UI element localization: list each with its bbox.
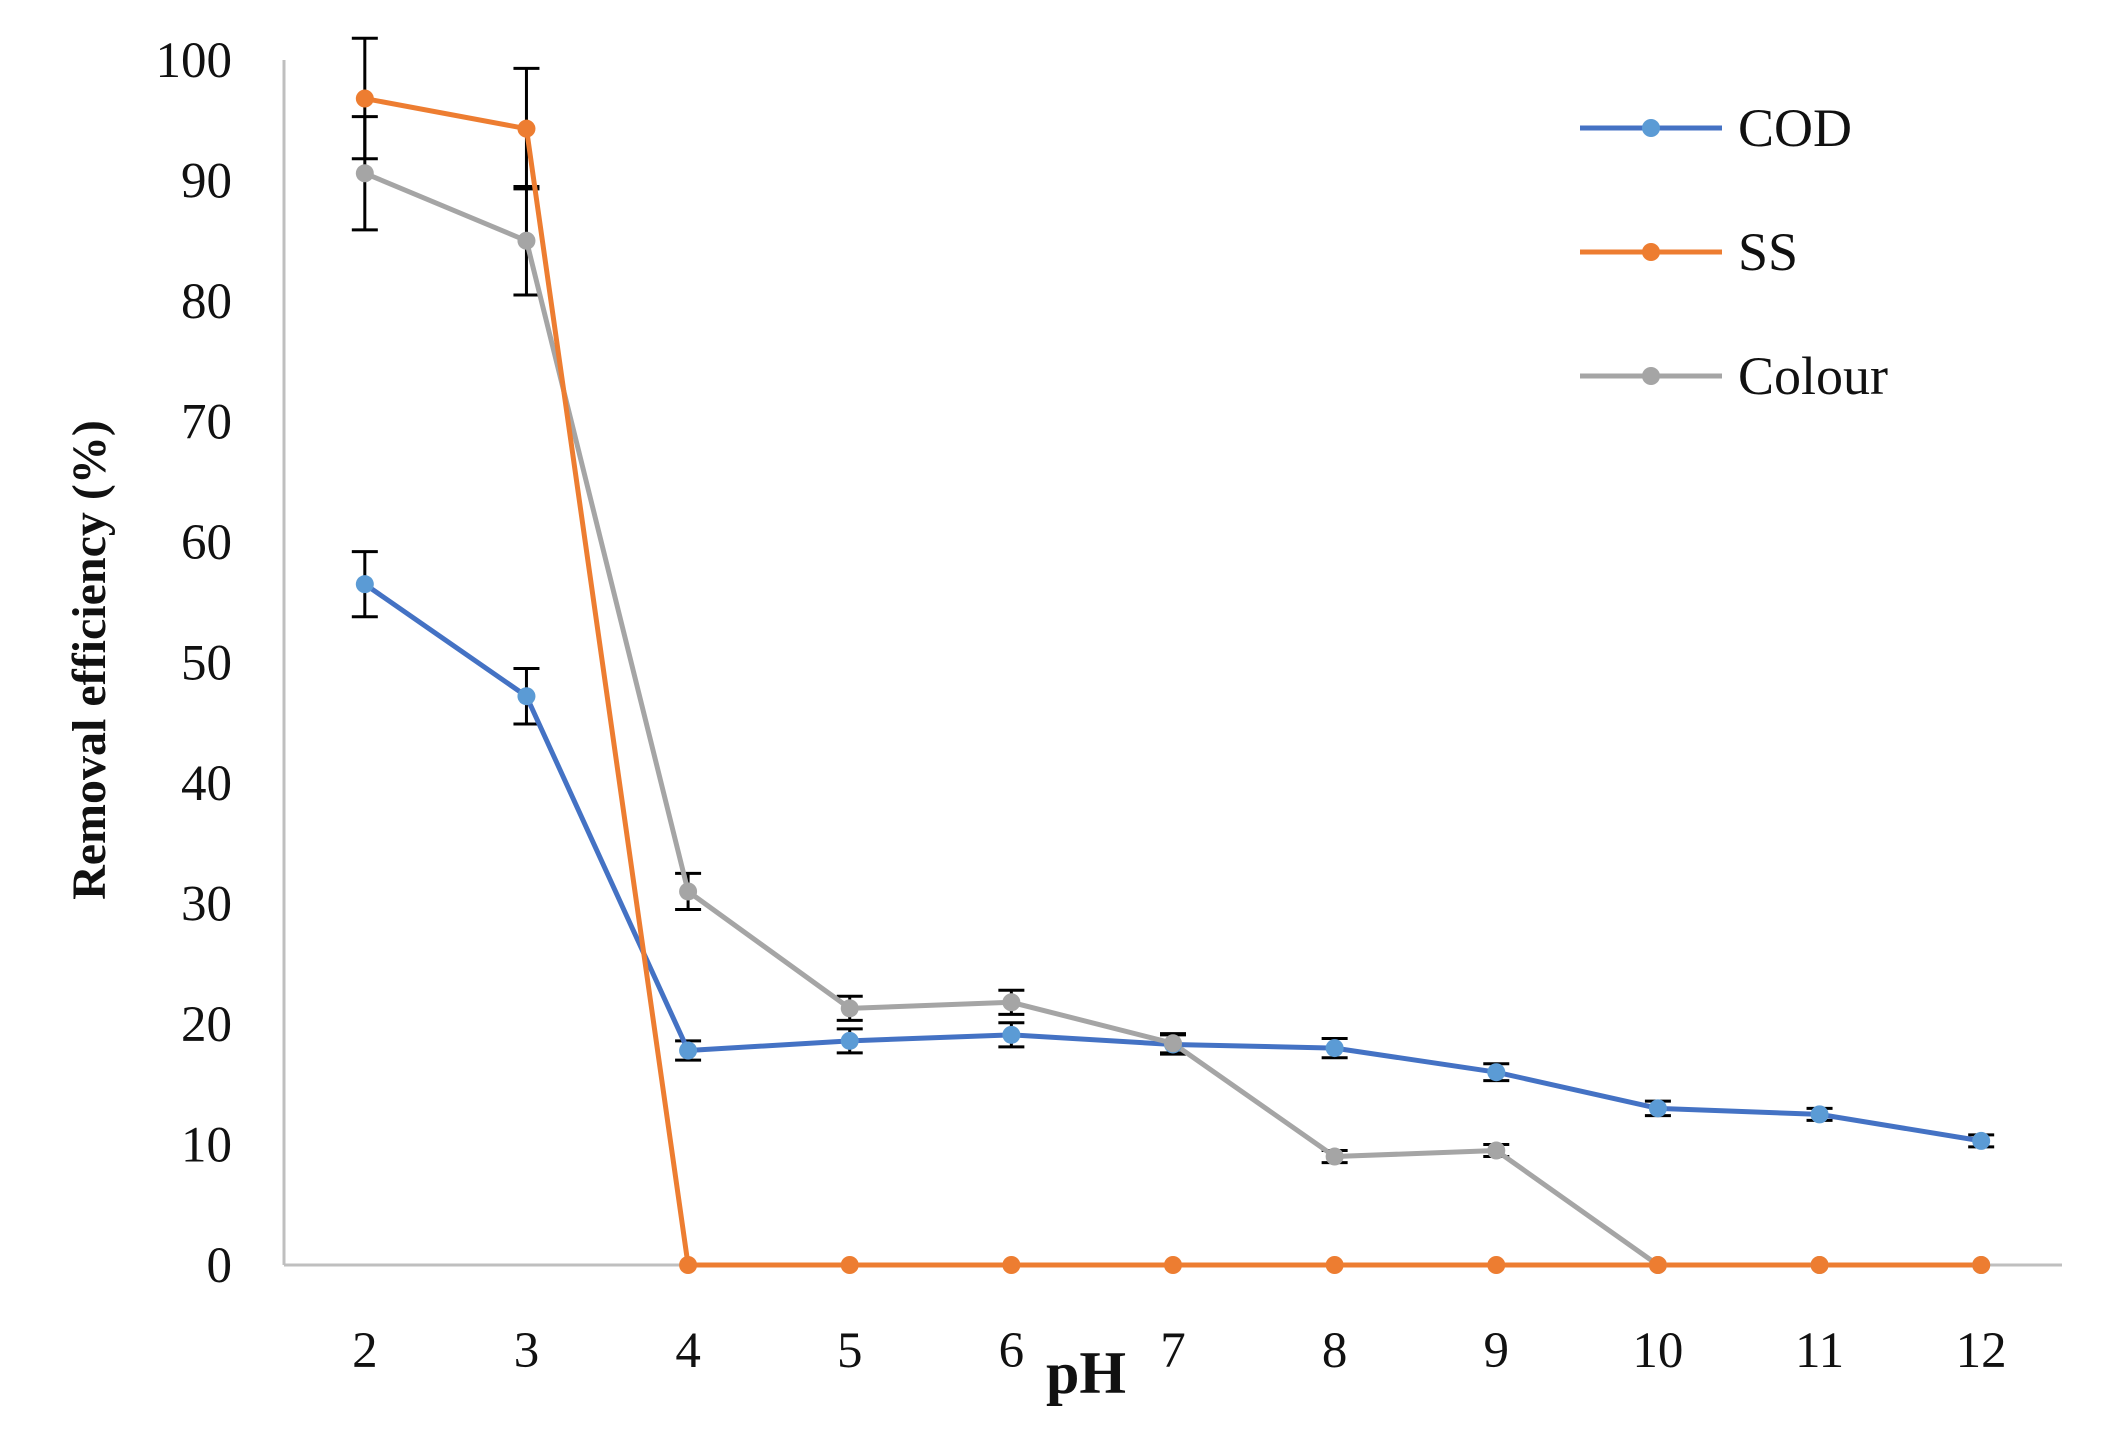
y-tick-label: 80	[181, 274, 232, 330]
colour-data-point	[679, 882, 698, 901]
x-tick-label: 2	[352, 1323, 378, 1379]
cod-data-point	[1325, 1039, 1344, 1058]
y-tick-label: 90	[181, 154, 232, 210]
cod-data-point	[1810, 1105, 1829, 1124]
y-axis-ticks: 0 10 20 30 40 50 60 70 80 90 100	[156, 33, 233, 1294]
plot-area	[282, 36, 2062, 1274]
colour-data-point	[1164, 1034, 1182, 1053]
legend-item-colour: Colour	[1580, 346, 1888, 406]
y-tick-label: 10	[181, 1118, 232, 1174]
y-tick-label: 40	[181, 756, 232, 812]
ss-data-point	[1972, 1256, 1991, 1274]
colour-data-point	[840, 999, 859, 1018]
x-tick-label: 6	[999, 1323, 1025, 1379]
legend-marker-colour	[1642, 367, 1660, 385]
x-tick-label: 5	[837, 1323, 863, 1379]
cod-data-point	[679, 1041, 698, 1060]
cod-data-point	[517, 687, 536, 706]
ss-data-point	[1164, 1256, 1182, 1274]
x-tick-label: 4	[675, 1323, 701, 1379]
series-markers	[355, 89, 1991, 1274]
cod-series-line	[363, 582, 1982, 1144]
legend-label-cod: COD	[1738, 98, 1852, 158]
colour-data-point	[1487, 1141, 1506, 1160]
ss-data-point	[1325, 1256, 1344, 1274]
ss-data-point	[1810, 1256, 1829, 1274]
cod-data-point	[1648, 1099, 1667, 1118]
legend-label-colour: Colour	[1738, 346, 1888, 406]
ss-data-point	[355, 89, 374, 108]
cod-data-point	[1002, 1025, 1021, 1044]
colour-data-point	[1002, 993, 1021, 1012]
colour-data-point	[1325, 1147, 1344, 1166]
ss-data-point	[1648, 1256, 1667, 1274]
x-tick-label: 12	[1956, 1323, 2007, 1379]
y-tick-label: 60	[181, 515, 232, 571]
cod-data-point	[355, 575, 374, 594]
cod-data-point	[840, 1031, 859, 1050]
legend: COD SS Colour	[1580, 98, 1888, 406]
ss-data-point	[840, 1256, 859, 1274]
colour-data-point	[355, 164, 374, 183]
x-tick-label: 11	[1795, 1323, 1844, 1379]
x-tick-label: 7	[1160, 1323, 1186, 1379]
y-tick-label: 30	[181, 877, 232, 933]
ss-data-point	[1487, 1256, 1506, 1274]
colour-data-point	[517, 231, 536, 250]
x-tick-label: 8	[1322, 1323, 1348, 1379]
cod-data-point	[1487, 1063, 1506, 1082]
cod-data-point	[1972, 1131, 1991, 1150]
y-tick-label: 0	[207, 1238, 233, 1294]
legend-marker-cod	[1642, 119, 1660, 137]
x-axis-title: pH	[1046, 1340, 1126, 1406]
legend-item-cod: COD	[1580, 98, 1852, 158]
y-tick-label: 50	[181, 636, 232, 692]
ss-data-point	[1002, 1256, 1021, 1274]
x-tick-label: 3	[514, 1323, 540, 1379]
ss-data-point	[517, 119, 536, 138]
x-tick-label: 10	[1632, 1323, 1683, 1379]
x-tick-label: 9	[1484, 1323, 1510, 1379]
y-tick-label: 100	[156, 33, 233, 89]
legend-label-ss: SS	[1738, 222, 1798, 282]
y-axis-title: Removal efficiency (%)	[63, 420, 116, 900]
y-tick-label: 70	[181, 395, 232, 451]
ss-data-point	[679, 1256, 698, 1274]
legend-marker-ss	[1642, 243, 1660, 261]
y-tick-label: 20	[181, 997, 232, 1053]
legend-item-ss: SS	[1580, 222, 1798, 282]
error-bars	[351, 36, 1995, 1165]
colour-series-line	[363, 170, 1982, 1268]
x-axis-ticks: 2 3 4 5 6 7 8 9 10 11 12	[352, 1323, 2007, 1379]
